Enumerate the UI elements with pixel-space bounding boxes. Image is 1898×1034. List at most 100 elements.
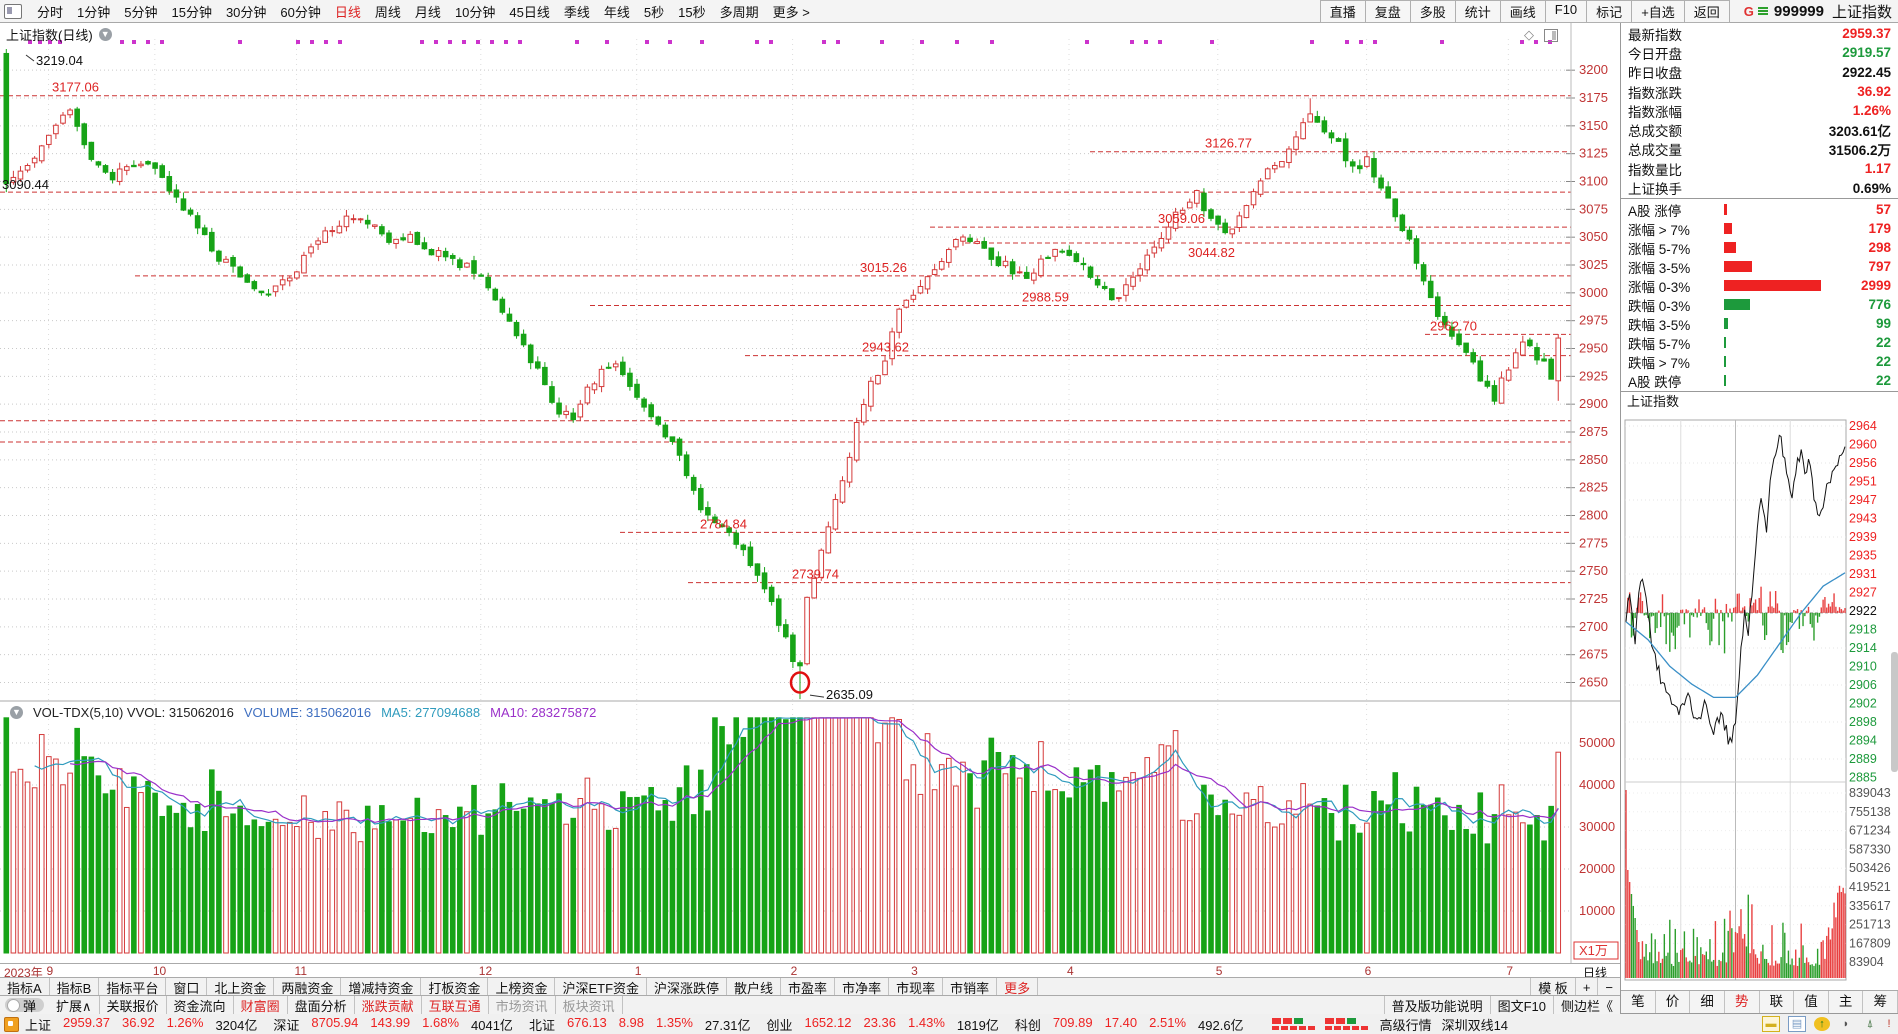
panel-tab-筹[interactable]: 筹 <box>1863 991 1898 1013</box>
bottom-tab-板块资讯[interactable]: 板块资讯 <box>556 996 623 1014</box>
bottom-tab-关联报价[interactable]: 关联报价 <box>100 996 167 1014</box>
bottom-tab-打板资金[interactable]: 打板资金 <box>421 978 489 996</box>
bottom-tab-互联互通[interactable]: 互联互通 <box>422 996 489 1014</box>
intraday-mini-chart[interactable]: 2964 2960 2956 2951 2947 2943 2939 2935 2931 2927… <box>1621 412 1898 990</box>
period-周线[interactable]: 周线 <box>374 4 401 20</box>
period-15分钟[interactable]: 15分钟 <box>171 4 212 20</box>
period-45日线[interactable]: 45日线 <box>509 4 550 20</box>
period-多周期[interactable]: 多周期 <box>719 4 759 20</box>
bottom-tab-市销率[interactable]: 市销率 <box>943 978 998 996</box>
toolbar-button-画线[interactable]: 画线 <box>1499 0 1546 23</box>
diamond-icon[interactable]: ◇ <box>1524 27 1534 42</box>
minimize-bar-icon[interactable]: ▬ <box>1762 1016 1780 1032</box>
period-更多 >[interactable]: 更多 > <box>772 4 810 20</box>
period-30分钟[interactable]: 30分钟 <box>225 4 267 20</box>
period-年线[interactable]: 年线 <box>603 4 630 20</box>
bottom-tab-财富圈[interactable]: 财富圈 <box>234 996 288 1014</box>
app-status-icon[interactable] <box>4 1016 19 1032</box>
panel-tab-主[interactable]: 主 <box>1829 991 1864 1013</box>
bottom-tab-扩展∧[interactable]: 扩展∧ <box>49 996 100 1014</box>
bottom-tool-侧边栏《[interactable]: 侧边栏《 <box>1552 996 1620 1014</box>
bottom-tool-普及版功能说明[interactable]: 普及版功能说明 <box>1383 996 1490 1014</box>
bottom-tab-北上资金[interactable]: 北上资金 <box>207 978 275 996</box>
panel-tab-联[interactable]: 联 <box>1760 991 1795 1013</box>
date-tick: 12 <box>478 964 493 978</box>
bottom-tab-指标平台[interactable]: 指标平台 <box>99 978 167 996</box>
index-amount: 492.6亿 <box>1198 1017 1244 1033</box>
stat-label: 今日开盘 <box>1628 46 1682 62</box>
index-quote-上证: 上证 2959.37 36.92 1.26% 3204亿 <box>25 1015 257 1034</box>
bottom-tab-指标A[interactable]: 指标A <box>0 978 50 996</box>
panel-tab-细[interactable]: 细 <box>1690 991 1725 1013</box>
toolbar-button-+自选[interactable]: +自选 <box>1631 0 1685 23</box>
bottom-tab-市净率[interactable]: 市净率 <box>835 978 890 996</box>
bottom-tab-盘面分析[interactable]: 盘面分析 <box>288 996 355 1014</box>
date-tick: 9 <box>46 964 54 978</box>
bottom-tab-沪深涨跌停[interactable]: 沪深涨跌停 <box>647 978 728 996</box>
panel-tab-值[interactable]: 值 <box>1794 991 1829 1013</box>
window-layout-icon[interactable] <box>4 3 22 19</box>
period-季线[interactable]: 季线 <box>563 4 590 20</box>
breadth-row: 跌幅 0-3% 776 <box>1621 295 1898 314</box>
main-candlestick-chart[interactable]: 3200 3175 3150 3125 3100 3075 3050 3025 3000 2975… <box>0 23 1620 963</box>
toolbar-button-多股[interactable]: 多股 <box>1409 0 1456 23</box>
breadth-label: 跌幅 > 7% <box>1628 355 1690 371</box>
bottom-tool-−[interactable]: − <box>1597 978 1620 996</box>
bottom-tab-增减持资金[interactable]: 增减持资金 <box>341 978 422 996</box>
period-1分钟[interactable]: 1分钟 <box>77 4 111 20</box>
toggle-knob[interactable] <box>7 998 20 1012</box>
toolbar-button-返回[interactable]: 返回 <box>1683 0 1730 23</box>
stat-label: 指数涨跌 <box>1628 85 1682 101</box>
tree-icon[interactable]: ⍋ <box>1866 1018 1874 1030</box>
bottom-tab-窗口[interactable]: 窗口 <box>166 978 208 996</box>
bottom-tab-市盈率[interactable]: 市盈率 <box>781 978 836 996</box>
toolbar-button-F10[interactable]: F10 <box>1544 0 1588 23</box>
panel-scrollbar[interactable] <box>1891 652 1898 773</box>
panel-toggle-icon[interactable] <box>1544 28 1558 42</box>
period-分时[interactable]: 分时 <box>37 4 64 20</box>
vol-header-text: VOLUME: 315062016 <box>243 705 372 720</box>
date-tick: 3 <box>911 964 918 978</box>
notes-icon[interactable]: ▤ <box>1788 1016 1806 1032</box>
period-月线[interactable]: 月线 <box>414 4 441 20</box>
alert-icon[interactable]: ! <box>1887 1018 1891 1030</box>
period-日线[interactable]: 日线 <box>334 4 361 20</box>
toolbar-button-复盘[interactable]: 复盘 <box>1364 0 1411 23</box>
messenger-icon[interactable]: ◗ <box>1842 1018 1850 1030</box>
bottom-tool-+[interactable]: + <box>1574 978 1598 996</box>
svg-text:X1万: X1万 <box>1579 943 1608 958</box>
bottom-tab-更多[interactable]: 更多 <box>997 978 1039 996</box>
toolbar-button-统计[interactable]: 统计 <box>1454 0 1501 23</box>
bottom-tab-散户线[interactable]: 散户线 <box>727 978 782 996</box>
bottom-tab-指标B[interactable]: 指标B <box>50 978 100 996</box>
collapse-icon[interactable]: ▼ <box>10 706 23 719</box>
toggle-pill[interactable]: 弹 <box>5 998 45 1014</box>
period-60分钟[interactable]: 60分钟 <box>280 4 321 20</box>
coin-up-icon[interactable]: ↑ <box>1814 1017 1830 1031</box>
toolbar-button-标记[interactable]: 标记 <box>1586 0 1633 23</box>
svg-text:2922: 2922 <box>1849 604 1877 618</box>
date-axis: 2023年 9 10 11 12 1 2 3 4 5 6 7 日线 <box>0 963 1620 980</box>
bottom-tab-上榜资金[interactable]: 上榜资金 <box>488 978 556 996</box>
bottom-tool-模 板[interactable]: 模 板 <box>1530 978 1575 996</box>
bottom-tab-沪深ETF资金[interactable]: 沪深ETF资金 <box>555 978 648 996</box>
panel-tab-价[interactable]: 价 <box>1656 991 1691 1013</box>
period-5秒[interactable]: 5秒 <box>643 4 665 20</box>
period-15秒[interactable]: 15秒 <box>678 4 706 20</box>
bottom-tab-两融资金[interactable]: 两融资金 <box>274 978 342 996</box>
index-stats: 最新指数 2959.37 今日开盘 2919.57 昨日收盘 2922.45 指数涨跌 36.… <box>1621 23 1898 198</box>
panel-tab-势[interactable]: 势 <box>1725 991 1760 1013</box>
period-5分钟[interactable]: 5分钟 <box>124 4 158 20</box>
chevron-down-icon[interactable]: ▼ <box>98 28 112 41</box>
bottom-tool-图文F10[interactable]: 图文F10 <box>1489 996 1553 1014</box>
bottom-tab-涨跌贡献[interactable]: 涨跌贡献 <box>355 996 422 1014</box>
panel-tab-笔[interactable]: 笔 <box>1621 991 1656 1013</box>
watchlist-icon[interactable] <box>1757 6 1768 16</box>
bottom-tab-市场资讯[interactable]: 市场资讯 <box>489 996 556 1014</box>
breadth-row: 跌幅 5-7% 22 <box>1621 333 1898 352</box>
date-tick: 7 <box>1506 964 1514 978</box>
toolbar-button-直播[interactable]: 直播 <box>1319 0 1366 23</box>
bottom-tab-市现率[interactable]: 市现率 <box>889 978 944 996</box>
period-10分钟[interactable]: 10分钟 <box>454 4 496 20</box>
bottom-tab-资金流向[interactable]: 资金流向 <box>167 996 234 1014</box>
